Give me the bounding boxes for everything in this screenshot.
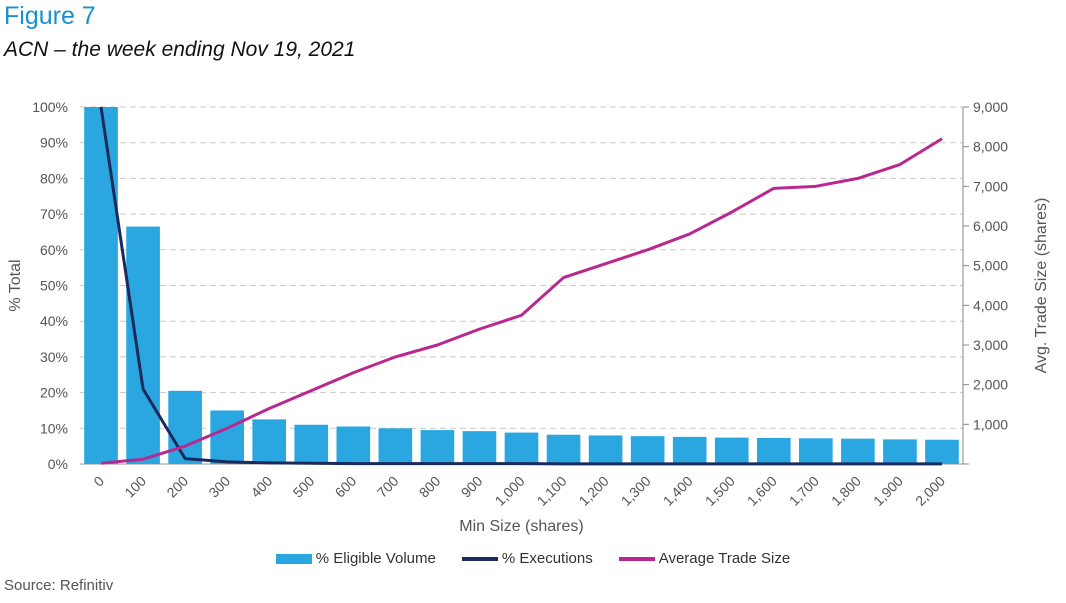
x-tick-label: 900 [458, 473, 486, 501]
legend-swatch-average-trade-size [618, 556, 655, 561]
combo-chart: 0% 10% 20% 30% 40% 50% 60% 70% 80% 90% 100% 1,000 2,… [7, 99, 1050, 535]
y-tick-label-right: 2,000 [973, 377, 1008, 393]
y-tick-label-right: 9,000 [973, 99, 1008, 115]
line-executions [99, 106, 942, 466]
x-tick-label: 700 [374, 473, 402, 501]
bar-eligible-volume [630, 436, 665, 464]
bar-eligible-volume [799, 438, 833, 464]
y-tick-label-left: 40% [40, 313, 68, 329]
bar-eligible-volume [420, 430, 455, 464]
y-tick-label-left: 100% [32, 99, 68, 115]
bar-eligible-volume [588, 435, 623, 464]
legend-item-executions: % Executions [461, 550, 593, 567]
y-tick-label-right: 8,000 [973, 139, 1008, 155]
y-tick-label-left: 70% [40, 206, 68, 222]
legend-swatch-bar [275, 553, 312, 564]
legend-item-eligible-volume: % Eligible Volume [275, 550, 436, 567]
bar-eligible-volume [126, 226, 160, 464]
x-tick-label: 1,400 [660, 473, 696, 509]
y-axis-title-right: Avg. Trade Size (shares) [1033, 198, 1050, 374]
y-tick-label-right: 5,000 [973, 258, 1008, 274]
x-tick-label: 1,700 [786, 473, 822, 509]
x-tick-label: 1,900 [870, 473, 906, 509]
bar-eligible-volume [546, 434, 581, 464]
x-tick-label: 1,100 [534, 473, 570, 509]
figure-label: Figure 7 [4, 2, 96, 30]
y-tick-label-left: 50% [40, 278, 68, 294]
bar-eligible-volume [714, 437, 749, 464]
bar-eligible-volume [672, 436, 707, 464]
bar-eligible-volume [841, 438, 875, 464]
legend-item-average-trade-size: Average Trade Size [618, 550, 791, 567]
y-tick-label-left: 90% [40, 135, 68, 151]
y-tick-label-right: 1,000 [973, 416, 1008, 432]
y-tick-label-left: 80% [40, 170, 68, 186]
x-tick-label: 1,600 [744, 473, 780, 509]
bar-eligible-volume [84, 107, 118, 464]
y-tick-label-right: 4,000 [973, 297, 1008, 313]
x-tick-label: 1,500 [702, 473, 738, 509]
bar-eligible-volume [756, 437, 791, 464]
source-note: Source: Refinitiv [4, 577, 114, 594]
y-tick-label-left: 20% [40, 385, 68, 401]
chart-subtitle: ACN – the week ending Nov 19, 2021 [4, 38, 356, 61]
line-average-trade-size [100, 137, 943, 465]
bar-eligible-volume [210, 410, 244, 464]
y-tick-label-left: 30% [40, 349, 68, 365]
bar-eligible-volume [462, 431, 497, 464]
bar-eligible-volume [336, 426, 371, 464]
x-tick-label: 1,300 [618, 473, 654, 509]
y-tick-label-left: 10% [40, 420, 68, 436]
bar-eligible-volume [504, 432, 539, 464]
x-tick-label: 1,800 [828, 473, 864, 509]
y-tick-label-left: 0% [48, 456, 68, 472]
bar-eligible-volume [925, 439, 959, 464]
bar-eligible-volume [252, 419, 287, 464]
x-axis-title: Min Size (shares) [459, 518, 583, 535]
legend-swatch-executions [461, 556, 498, 561]
x-tick-label: 500 [290, 473, 318, 501]
x-tick-label: 300 [205, 473, 233, 501]
y-tick-label-right: 3,000 [973, 337, 1008, 353]
x-tick-label: 0 [90, 473, 107, 490]
bar-eligible-volume [883, 439, 917, 464]
y-tick-label-right: 7,000 [973, 178, 1008, 194]
legend-label-eligible-volume: % Eligible Volume [315, 550, 436, 567]
x-tick-label: 1,200 [576, 473, 612, 509]
bar-eligible-volume [168, 390, 202, 464]
legend-label-executions: % Executions [501, 550, 593, 567]
y-axis-title-left: % Total [7, 259, 24, 311]
y-tick-label-right: 6,000 [973, 218, 1008, 234]
x-tick-label: 600 [332, 473, 360, 501]
chart-legend: % Eligible Volume % Executions Average T… [0, 550, 1066, 567]
x-tick-label: 2,000 [912, 473, 948, 509]
x-tick-label: 1,000 [492, 473, 528, 509]
x-tick-label: 100 [121, 473, 149, 501]
x-tick-label: 400 [248, 473, 276, 501]
x-tick-label: 800 [416, 473, 444, 501]
bar-eligible-volume [378, 428, 413, 464]
x-tick-label: 200 [163, 473, 191, 501]
bar-eligible-volume [294, 424, 329, 464]
y-tick-label-left: 60% [40, 242, 68, 258]
legend-label-average-trade-size: Average Trade Size [658, 550, 791, 567]
